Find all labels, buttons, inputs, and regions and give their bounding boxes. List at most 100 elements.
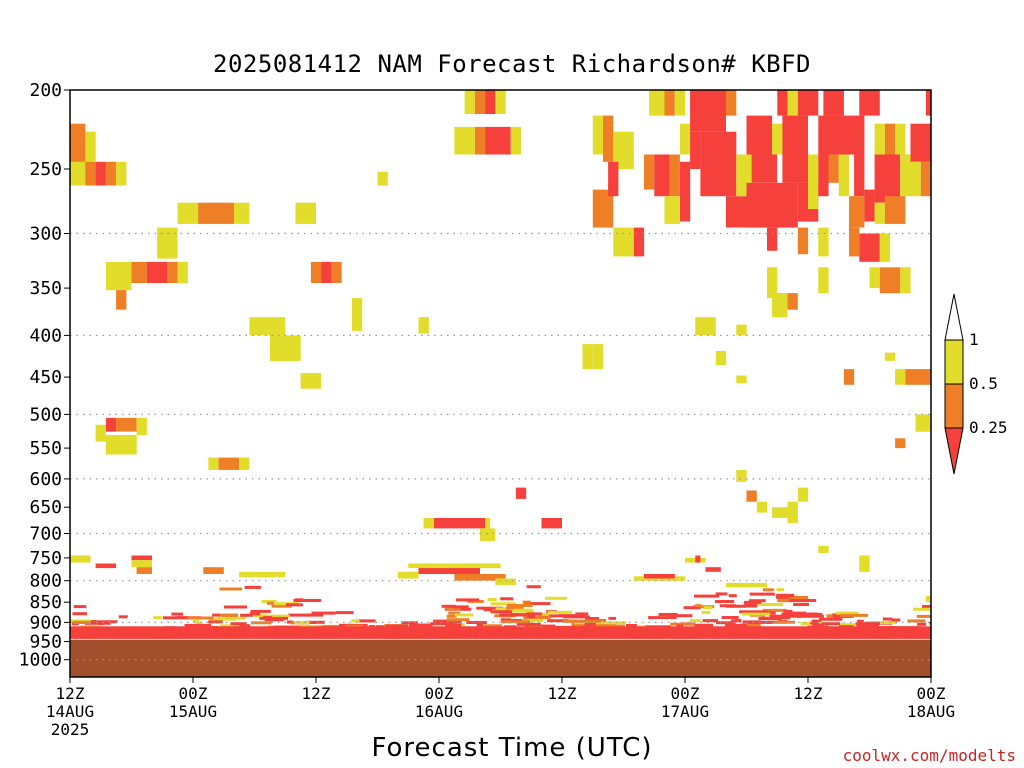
heatmap-cell bbox=[234, 202, 250, 224]
boundary-cell bbox=[466, 621, 487, 624]
boundary-cell bbox=[195, 621, 203, 625]
heatmap-cell bbox=[690, 131, 701, 169]
heatmap-cell bbox=[664, 90, 675, 116]
colorbar: 1 0.5 0.25 bbox=[944, 293, 1008, 475]
heatmap-cell bbox=[608, 161, 619, 197]
heatmap-cell bbox=[418, 567, 480, 574]
heatmap-cell bbox=[910, 123, 931, 162]
boundary-cell bbox=[799, 612, 823, 616]
y-tick-label: 800 bbox=[29, 571, 62, 592]
boundary-cell bbox=[261, 599, 277, 603]
boundary-cell bbox=[783, 609, 793, 613]
boundary-cell bbox=[294, 621, 310, 625]
heatmap-cell bbox=[884, 352, 896, 361]
heatmap-cell bbox=[838, 154, 850, 197]
boundary-cell bbox=[476, 623, 483, 627]
boundary-cell bbox=[676, 624, 684, 628]
y-axis-ticks: 200 250 300 350 400 450 500 550 600 650 700 7508008… bbox=[19, 80, 70, 671]
boundary-cell bbox=[670, 622, 696, 626]
heatmap-cell bbox=[864, 189, 875, 222]
heatmap-cell bbox=[905, 369, 931, 385]
heatmap-cell bbox=[239, 571, 286, 578]
heatmap-cell bbox=[167, 261, 178, 283]
heatmap-cell bbox=[613, 131, 634, 169]
y-tick-label: 350 bbox=[29, 278, 62, 299]
heatmap-cell bbox=[736, 324, 747, 336]
boundary-cell bbox=[495, 607, 514, 611]
heatmap-cell bbox=[485, 90, 496, 114]
heatmap-cell bbox=[746, 490, 757, 502]
boundary-cell bbox=[446, 614, 457, 618]
boundary-cell bbox=[907, 619, 926, 623]
boundary-cell bbox=[701, 610, 711, 614]
boundary-cell bbox=[748, 599, 766, 603]
heatmap-cell bbox=[859, 555, 870, 572]
heatmap-cell bbox=[418, 317, 429, 334]
heatmap-cell bbox=[480, 528, 496, 541]
heatmap-cell bbox=[849, 196, 865, 228]
heatmap-cell bbox=[177, 202, 199, 224]
boundary-cell bbox=[500, 597, 514, 601]
heatmap-cell bbox=[300, 373, 322, 389]
y-tick-label: 250 bbox=[29, 159, 62, 180]
boundary-cell bbox=[526, 615, 536, 618]
heatmap-cell bbox=[900, 267, 911, 294]
boundary-cell bbox=[209, 617, 237, 621]
boundary-cell bbox=[585, 617, 599, 620]
boundary-cell bbox=[537, 614, 562, 618]
heatmap-cell bbox=[454, 126, 475, 155]
heatmap-cell bbox=[177, 261, 188, 283]
heatmap-cell bbox=[726, 90, 737, 116]
boundary-cell bbox=[916, 614, 931, 618]
boundary-cell bbox=[922, 605, 931, 608]
heatmap-cell bbox=[715, 351, 727, 366]
y-tick-label: 500 bbox=[29, 404, 62, 425]
heatmap-cell bbox=[398, 571, 419, 579]
boundary-cell bbox=[500, 618, 511, 622]
heatmap-cell bbox=[105, 261, 132, 291]
y-tick-label: 1000 bbox=[19, 650, 62, 671]
heatmap-cell bbox=[818, 154, 829, 197]
boundary-cell bbox=[187, 616, 214, 620]
heatmap-cell bbox=[474, 90, 486, 114]
boundary-cell bbox=[669, 614, 693, 618]
heatmap-cell bbox=[736, 469, 747, 482]
boundary-cell bbox=[445, 623, 462, 627]
boundary-cell bbox=[929, 621, 931, 625]
boundary-cell bbox=[584, 622, 596, 626]
heatmap-cell bbox=[818, 115, 850, 155]
boundary-cell bbox=[499, 613, 527, 617]
boundary-cell bbox=[240, 613, 253, 617]
boundary-cell bbox=[613, 624, 625, 628]
boundary-cell bbox=[84, 621, 111, 625]
heatmap-cell bbox=[485, 126, 511, 155]
boundary-cell bbox=[547, 610, 573, 614]
heatmap-cell bbox=[859, 233, 880, 262]
y-tick-label: 450 bbox=[29, 367, 62, 388]
heatmap-cell bbox=[767, 267, 778, 299]
source-credit[interactable]: coolwx.com/modelts bbox=[842, 746, 1016, 765]
boundary-cell bbox=[445, 607, 461, 611]
heatmap-cell bbox=[772, 507, 788, 518]
boundary-cell bbox=[441, 604, 456, 608]
heatmap-cell bbox=[644, 154, 655, 190]
boundary-cell bbox=[523, 616, 551, 620]
heatmap-cell bbox=[782, 115, 808, 183]
boundary-cell bbox=[545, 596, 567, 600]
boundary-cell bbox=[559, 614, 585, 618]
boundary-cell bbox=[219, 613, 238, 617]
boundary-cell bbox=[769, 614, 798, 618]
x-tick-label: 12Z bbox=[302, 684, 331, 703]
boundary-cell bbox=[72, 621, 91, 624]
boundary-cell bbox=[522, 600, 531, 604]
boundary-cell bbox=[480, 624, 502, 628]
heatmap-cell bbox=[70, 555, 91, 563]
heatmap-cell bbox=[485, 518, 491, 529]
boundary-cell bbox=[715, 592, 728, 596]
y-tick-label: 200 bbox=[29, 80, 62, 101]
y-tick-label: 850 bbox=[29, 592, 62, 613]
boundary-cell bbox=[345, 624, 364, 628]
boundary-cell bbox=[785, 611, 807, 615]
y-tick-label: 300 bbox=[29, 224, 62, 245]
boundary-layer-cells bbox=[70, 585, 931, 677]
